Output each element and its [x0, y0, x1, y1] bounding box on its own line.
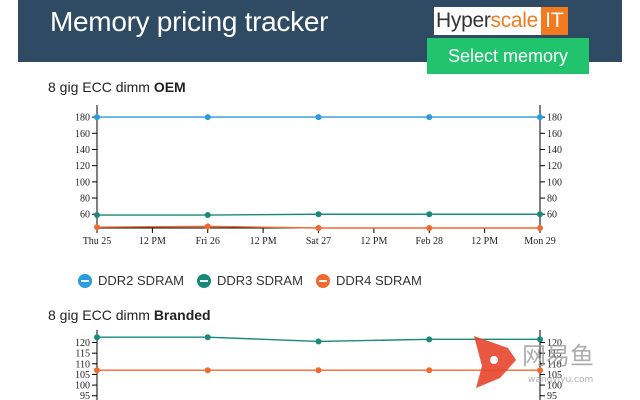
x-tick-label: Feb 28: [416, 236, 444, 247]
data-point: [426, 211, 433, 218]
y-tick-label: 120: [547, 338, 562, 349]
data-point: [204, 114, 211, 121]
legend-item[interactable]: DDR3 SDRAM: [196, 273, 303, 288]
y-tick-label: 120: [75, 338, 90, 349]
data-point: [426, 336, 433, 343]
y-tick-label: 60: [80, 210, 90, 221]
legend-swatch-icon: [196, 273, 211, 288]
data-point: [315, 338, 322, 345]
y-tick-label: 115: [75, 349, 90, 360]
y-tick-label: 140: [547, 145, 562, 156]
legend-label: DDR4 SDRAM: [335, 273, 422, 288]
y-tick-label: 95: [80, 391, 90, 400]
x-tick-label: Fri 26: [196, 236, 220, 247]
watermark-subtext: wangyiyu.com: [528, 375, 593, 385]
data-point: [537, 114, 543, 121]
y-tick-label: 120: [547, 161, 562, 172]
data-point: [204, 223, 211, 230]
y-tick-label: 110: [547, 359, 562, 370]
y-tick-label: 115: [547, 349, 562, 360]
data-point: [315, 114, 322, 121]
chart-legend: DDR2 SDRAM DDR3 SDRAM DDR4 SDRAM: [78, 273, 435, 288]
x-tick-label: 12 PM: [471, 236, 498, 247]
data-point: [537, 211, 543, 218]
legend-item[interactable]: DDR2 SDRAM: [78, 273, 184, 288]
data-point: [204, 334, 211, 341]
legend-swatch-icon: [78, 273, 92, 288]
data-point: [204, 212, 211, 219]
x-tick-label: Thu 25: [83, 236, 112, 247]
data-point: [94, 212, 100, 219]
data-point: [537, 225, 543, 231]
data-point: [315, 211, 322, 218]
x-tick-label: 12 PM: [360, 236, 387, 247]
legend-swatch-icon: [315, 273, 330, 288]
y-tick-label: 140: [75, 145, 90, 156]
legend-label: DDR2 SDRAM: [98, 273, 184, 288]
data-point: [315, 367, 322, 374]
select-memory-button[interactable]: Select memory: [427, 38, 589, 74]
x-tick-label: Mon 29: [524, 236, 555, 247]
y-tick-label: 100: [75, 177, 90, 188]
data-point: [94, 334, 100, 341]
app-title: Memory pricing tracker: [50, 6, 329, 37]
legend-label: DDR3 SDRAM: [216, 273, 303, 288]
legend-item[interactable]: DDR4 SDRAM: [315, 273, 422, 288]
y-tick-label: 160: [75, 129, 90, 140]
data-point: [315, 225, 322, 231]
y-tick-label: 160: [547, 129, 562, 140]
data-point: [426, 367, 433, 374]
y-tick-label: 105: [75, 370, 90, 381]
oem-section-title: 8 gig ECC dimm OEM: [48, 79, 186, 95]
data-point: [537, 336, 543, 343]
data-point: [94, 114, 100, 121]
data-point: [94, 224, 100, 231]
y-tick-label: 110: [75, 359, 90, 370]
x-tick-label: Sat 27: [306, 236, 331, 247]
data-point: [204, 367, 211, 374]
y-tick-label: 100: [547, 177, 562, 188]
data-point: [426, 114, 433, 121]
x-tick-label: 12 PM: [250, 236, 277, 247]
y-tick-label: 180: [547, 113, 562, 124]
watermark-logo: 网易鱼 wangyiyu.com: [474, 336, 594, 388]
hyperscale-logo[interactable]: Hyperscale IT: [434, 7, 568, 35]
logo-text: Hyperscale: [434, 7, 542, 35]
y-tick-label: 180: [75, 113, 90, 124]
data-point: [94, 367, 100, 374]
y-tick-label: 80: [80, 194, 90, 205]
branded-section-title: 8 gig ECC dimm Branded: [48, 307, 211, 323]
y-tick-label: 120: [75, 161, 90, 172]
watermark-text: 网易鱼: [522, 342, 594, 370]
y-tick-label: 105: [547, 370, 562, 381]
y-tick-label: 80: [547, 194, 557, 205]
logo-badge: IT: [541, 7, 568, 35]
x-tick-label: 12 PM: [139, 236, 166, 247]
data-point: [426, 225, 433, 231]
y-tick-label: 95: [547, 391, 557, 400]
y-tick-label: 60: [547, 210, 557, 221]
oem-price-chart: 60 60 80 80 100 100 120 120 140 140 160 160 180 180 Th…: [75, 105, 562, 247]
data-point: [537, 367, 543, 374]
y-tick-label: 100: [547, 381, 562, 392]
y-tick-label: 100: [75, 381, 90, 392]
